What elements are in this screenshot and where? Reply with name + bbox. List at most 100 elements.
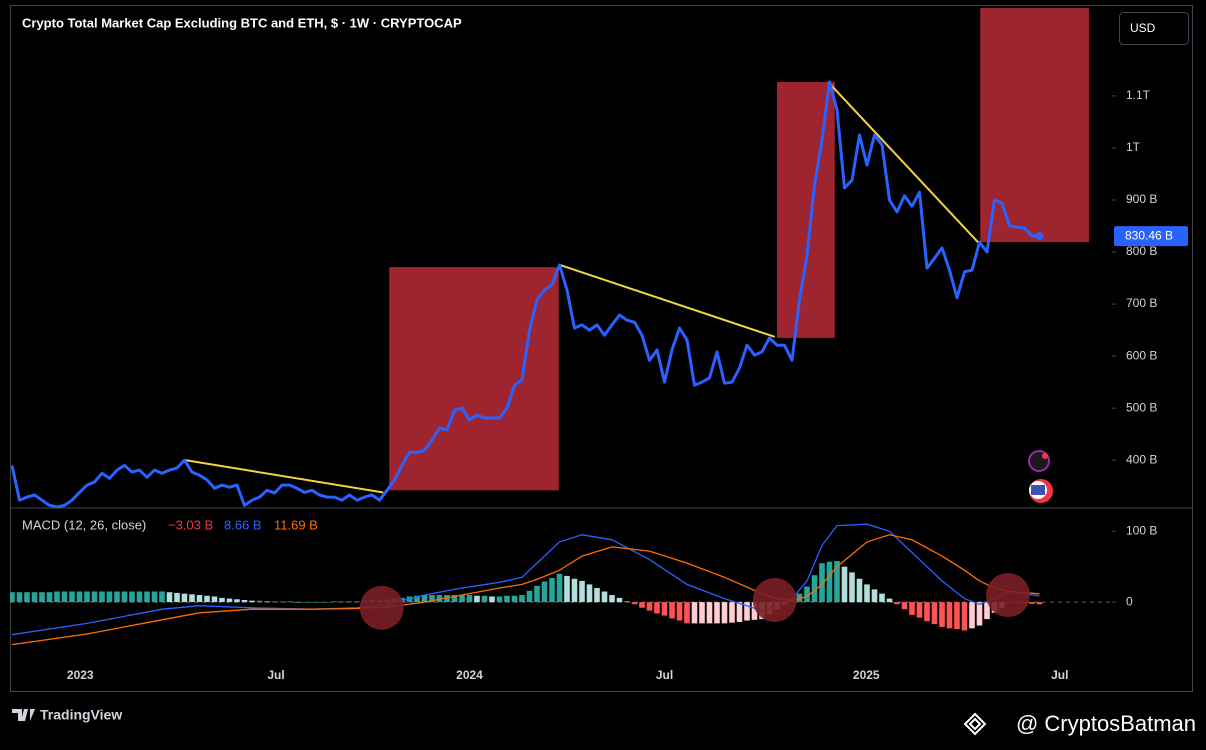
- histogram-bar: [24, 592, 30, 603]
- y-tick-label: 1T: [1126, 140, 1141, 154]
- histogram-bar: [549, 578, 555, 603]
- main-pane: [10, 8, 1089, 508]
- histogram-bar: [279, 601, 285, 603]
- histogram-bar: [151, 591, 158, 603]
- highlight-box: [777, 81, 835, 338]
- histogram-bar: [459, 595, 465, 603]
- y-tick-label: 700 B: [1126, 296, 1157, 310]
- histogram-bar: [39, 592, 45, 603]
- x-tick-label: Jul: [1051, 668, 1068, 682]
- histogram-bar: [691, 602, 698, 624]
- histogram-bar: [721, 602, 728, 624]
- brand: TradingView: [40, 707, 122, 723]
- histogram-bar: [31, 592, 38, 603]
- histogram-bar: [886, 598, 893, 603]
- histogram-bar: [496, 596, 503, 603]
- histogram-bar: [744, 602, 750, 621]
- event-icon[interactable]: [1028, 450, 1050, 472]
- histogram-bar: [526, 590, 533, 603]
- histogram-bar: [346, 601, 353, 603]
- histogram-bar: [729, 602, 735, 623]
- histogram-bar: [181, 593, 188, 603]
- histogram-bar: [931, 602, 938, 625]
- y-tick-label: 600 B: [1126, 348, 1157, 362]
- histogram-bar: [436, 595, 443, 603]
- x-tick-label: Jul: [656, 668, 673, 682]
- y-tick-label: 0: [1126, 594, 1133, 608]
- currency-label[interactable]: USD: [1130, 21, 1156, 35]
- histogram-bar: [961, 602, 968, 631]
- histogram-bar: [534, 585, 540, 603]
- histogram-bar: [204, 595, 210, 603]
- histogram-bar: [504, 595, 510, 603]
- highlight-circle: [752, 578, 797, 622]
- histogram-bar: [511, 595, 518, 603]
- histogram-bar: [594, 587, 600, 603]
- histogram-bar: [421, 595, 428, 603]
- histogram-bar: [129, 591, 135, 603]
- macd-line-value: 8.66 B: [224, 517, 262, 532]
- histogram-bar: [106, 591, 113, 603]
- histogram-bar: [99, 591, 105, 603]
- highlight-box: [389, 267, 559, 491]
- histogram-bar: [954, 602, 960, 630]
- histogram-bar: [114, 591, 120, 603]
- histogram-bar: [984, 602, 990, 620]
- histogram-bar: [69, 591, 75, 603]
- histogram-bar: [226, 598, 233, 603]
- histogram-bar: [339, 601, 345, 603]
- histogram-bar: [864, 584, 870, 603]
- credit-icon: [963, 712, 987, 736]
- histogram-bar: [541, 581, 548, 603]
- histogram-bar: [871, 589, 878, 603]
- histogram-bar: [519, 595, 525, 603]
- histogram-bar: [579, 580, 585, 603]
- histogram-bar: [976, 602, 983, 626]
- price-label: 830.46 B: [1125, 228, 1173, 242]
- histogram-bar: [241, 600, 248, 603]
- price-line: [10, 80, 1040, 508]
- histogram-bar: [894, 602, 900, 605]
- histogram-bar: [294, 602, 300, 603]
- histogram-bar: [804, 586, 810, 603]
- y-tick-label: 1.1T: [1126, 88, 1151, 102]
- histogram-bar: [669, 602, 675, 619]
- histogram-bar: [136, 591, 143, 603]
- highlight-box: [980, 8, 1089, 243]
- histogram-bar: [751, 602, 758, 620]
- histogram-bar: [901, 602, 908, 610]
- histogram-bar: [234, 599, 240, 603]
- y-tick-label: 500 B: [1126, 400, 1157, 414]
- histogram-bar: [444, 595, 450, 603]
- histogram-bar: [286, 601, 293, 603]
- histogram-bar: [601, 591, 608, 603]
- flag-icon[interactable]: [1029, 479, 1053, 503]
- macd-line: [11, 534, 1040, 646]
- macd-signal-value: 11.69 B: [274, 517, 318, 532]
- y-tick-label: 100 B: [1126, 523, 1157, 537]
- histogram-bar: [661, 602, 668, 616]
- histogram-bar: [466, 595, 473, 603]
- histogram-bar: [144, 591, 150, 603]
- histogram-bar: [631, 602, 638, 605]
- histogram-bar: [834, 561, 840, 603]
- macd-label: MACD (12, 26, close): [22, 517, 146, 532]
- frame: [10, 5, 1193, 692]
- histogram-bar: [879, 593, 885, 603]
- histogram-bar: [10, 592, 15, 603]
- currency-button[interactable]: [1119, 12, 1189, 45]
- histogram-bar: [609, 595, 615, 603]
- histogram-bar: [639, 602, 645, 608]
- histogram-bar: [189, 594, 195, 603]
- histogram-bar: [841, 566, 848, 603]
- histogram-bar: [324, 602, 330, 603]
- tradingview-logo: [12, 709, 35, 721]
- chart-title: Crypto Total Market Cap Excluding BTC an…: [22, 15, 462, 30]
- histogram-bar: [316, 602, 323, 603]
- x-tick-label: 2024: [456, 668, 483, 682]
- histogram-bar: [556, 573, 563, 603]
- histogram-bar: [924, 602, 930, 622]
- histogram-bar: [909, 602, 915, 615]
- highlight-circle: [986, 573, 1030, 618]
